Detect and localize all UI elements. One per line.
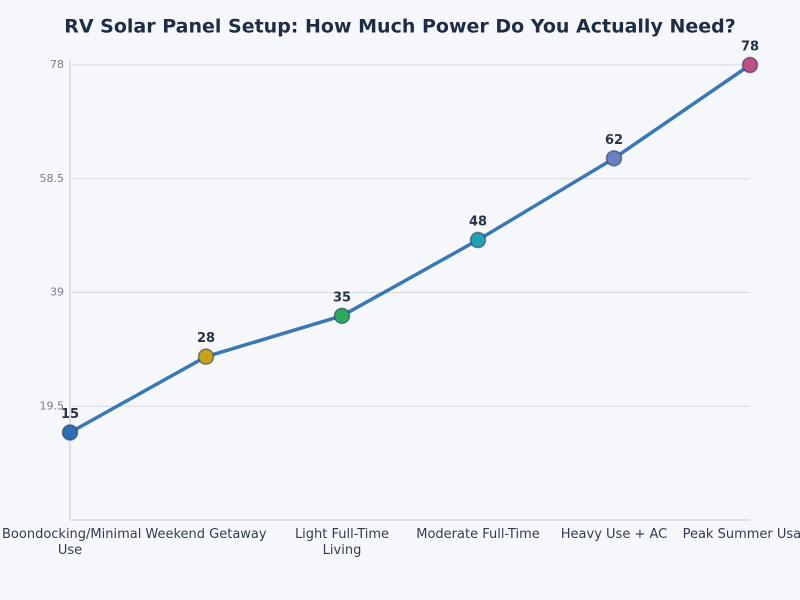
value-label: 35	[333, 290, 351, 305]
value-label: 28	[197, 331, 215, 346]
point	[605, 150, 623, 167]
x-tick-label: Peak Summer Usage	[682, 527, 800, 542]
value-label: 48	[469, 215, 487, 230]
x-tick-label: Boondocking/Minimal Use	[2, 527, 142, 558]
x-tick-label: Light Full-Time Living	[294, 527, 390, 558]
y-tick-label: 19.5	[40, 399, 65, 412]
point	[469, 231, 487, 249]
y-tick-label: 78	[50, 58, 64, 71]
point	[741, 56, 759, 74]
line	[69, 63, 751, 435]
value-label: 78	[741, 40, 759, 55]
x-tick-label: Weekend Getaway	[145, 527, 267, 542]
chart-title: RV Solar Panel Setup: How Much Power Do …	[64, 16, 736, 38]
point	[333, 307, 351, 325]
value-label: 62	[605, 133, 623, 148]
value-label: 15	[61, 407, 79, 422]
y-tick-label: 58.5	[40, 172, 65, 185]
y-tick-label: 39	[50, 286, 64, 299]
point	[61, 424, 79, 441]
point	[197, 348, 215, 365]
x-tick-label: Moderate Full-Time	[416, 527, 540, 542]
x-tick-label: Heavy Use + AC	[560, 527, 668, 542]
